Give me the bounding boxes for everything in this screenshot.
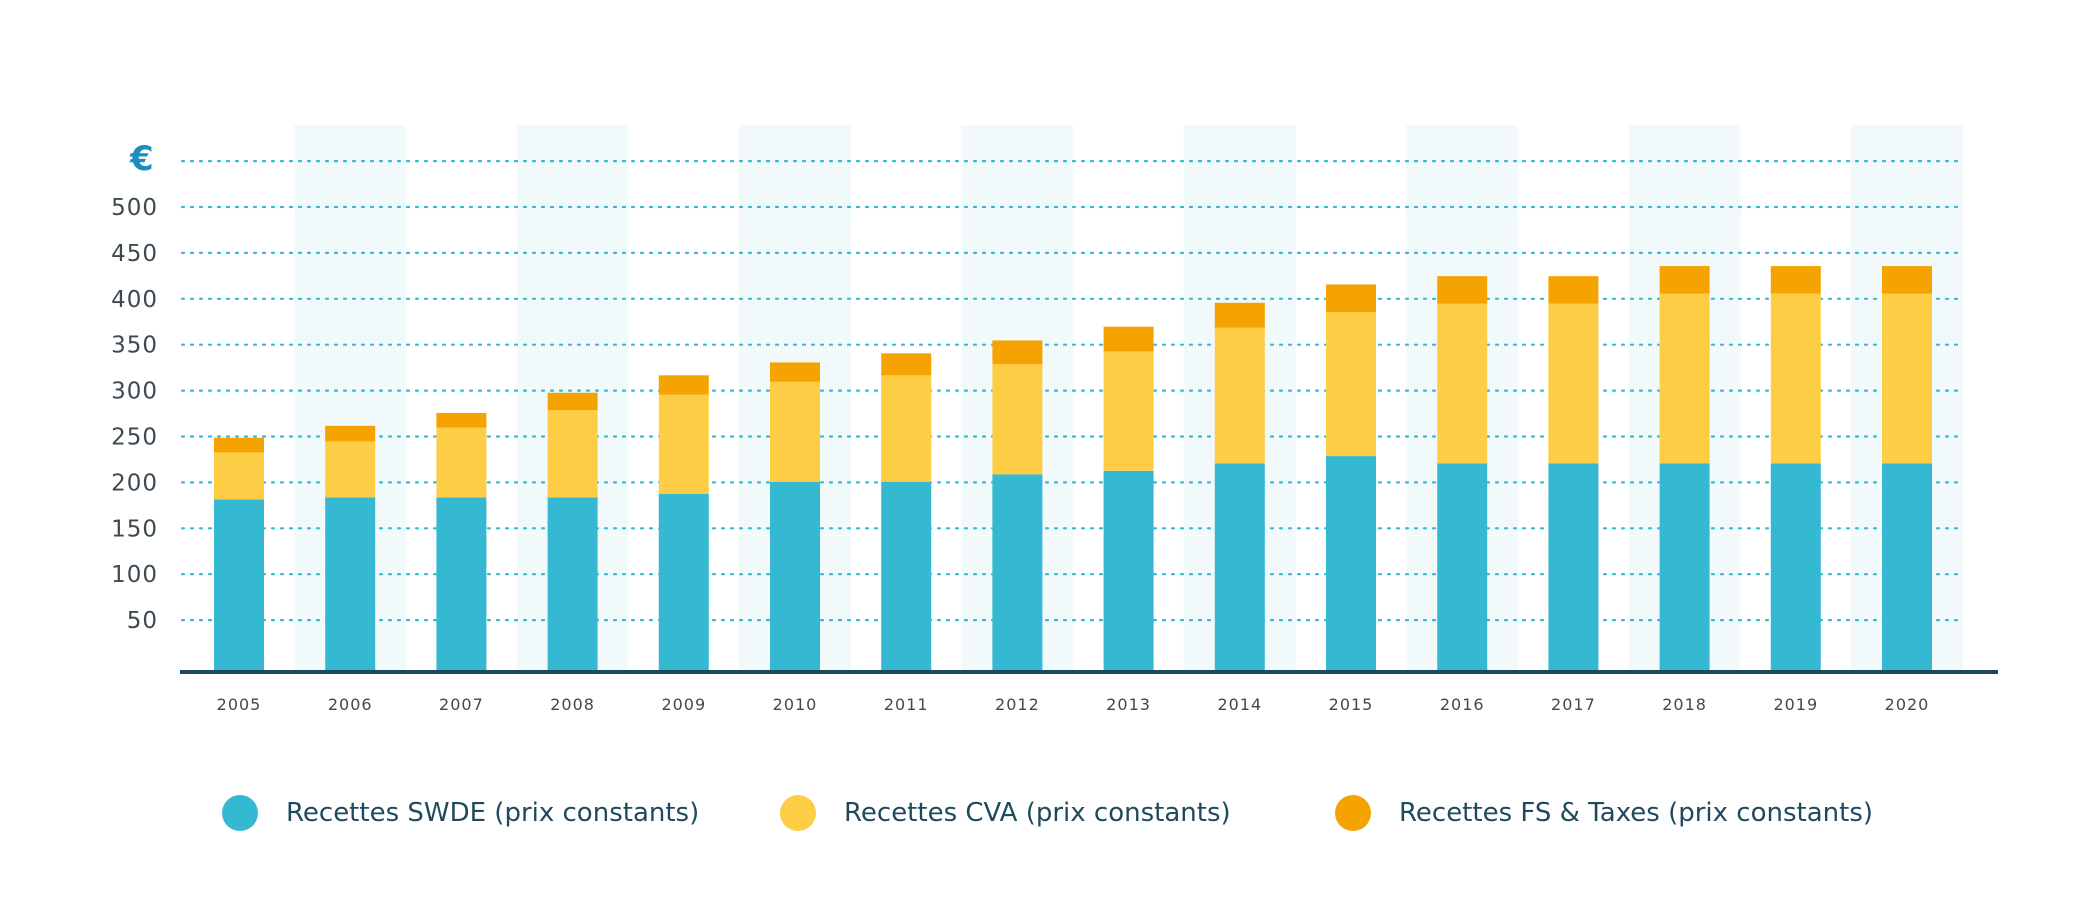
- x-tick-2019: 2019: [1773, 695, 1818, 714]
- y-tick-100: 100: [111, 562, 158, 588]
- x-tick-2020: 2020: [1885, 695, 1930, 714]
- y-tick-250: 250: [111, 425, 158, 451]
- bar-fs-taxes-2006: [325, 425, 376, 442]
- bar-swde-2006: [325, 497, 376, 670]
- x-tick-2007: 2007: [439, 695, 484, 714]
- legend-swatch-cva: [780, 795, 816, 831]
- y-tick-400: 400: [111, 287, 158, 313]
- y-tick-50: 50: [127, 608, 158, 634]
- bar-fs-taxes-2008: [547, 392, 598, 411]
- bar-swde-2015: [1326, 456, 1376, 670]
- x-tick-2014: 2014: [1217, 695, 1262, 714]
- bar-cva-2015: [1326, 311, 1376, 457]
- bar-swde-2020: [1882, 463, 1932, 670]
- bar-cva-2018: [1659, 293, 1710, 464]
- bar-swde-2010: [770, 481, 820, 670]
- bar-cva-2011: [881, 375, 932, 482]
- x-tick-2011: 2011: [884, 695, 929, 714]
- y-axis-ticks: 50 100 150 200 250 300 350 400 450 500: [111, 195, 158, 634]
- bar-swde-2014: [1214, 463, 1265, 670]
- bar-fs-taxes-2019: [1770, 266, 1821, 294]
- bar-cva-2006: [325, 441, 376, 498]
- bar-fs-taxes-2015: [1326, 284, 1376, 312]
- x-axis-ticks: 2005 2006 2007 2008 2009 2010 2011 2012 2013 2014…: [217, 695, 1930, 714]
- y-tick-500: 500: [111, 195, 158, 221]
- bar-fs-taxes-2007: [436, 412, 487, 428]
- x-tick-2017: 2017: [1551, 695, 1596, 714]
- x-tick-2012: 2012: [995, 695, 1040, 714]
- y-tick-200: 200: [111, 470, 158, 496]
- x-tick-2018: 2018: [1662, 695, 1707, 714]
- bar-fs-taxes-2005: [214, 437, 264, 453]
- legend-item-cva: Recettes CVA (prix constants): [780, 795, 1231, 831]
- x-tick-2016: 2016: [1440, 695, 1485, 714]
- bar-fs-taxes-2018: [1659, 266, 1710, 294]
- bar-fs-taxes-2020: [1882, 266, 1932, 294]
- y-axis-unit: €: [129, 139, 154, 179]
- bar-swde-2011: [881, 481, 932, 670]
- bar-cva-2008: [547, 410, 598, 498]
- bar-fs-taxes-2009: [658, 375, 709, 395]
- bar-swde-2012: [992, 474, 1043, 670]
- bar-swde-2018: [1659, 463, 1710, 670]
- bar-fs-taxes-2016: [1437, 276, 1488, 304]
- x-tick-2008: 2008: [550, 695, 595, 714]
- legend-label-swde: Recettes SWDE (prix constants): [286, 798, 700, 828]
- bar-cva-2020: [1882, 293, 1932, 464]
- bar-swde-2016: [1437, 463, 1488, 670]
- bar-swde-2019: [1770, 463, 1821, 670]
- bar-fs-taxes-2011: [881, 353, 932, 376]
- legend-label-cva: Recettes CVA (prix constants): [844, 798, 1231, 828]
- legend-swatch-fs-taxes: [1335, 795, 1371, 831]
- y-tick-150: 150: [111, 516, 158, 542]
- bar-cva-2013: [1103, 351, 1154, 471]
- bar-fs-taxes-2010: [770, 362, 820, 382]
- bar-cva-2019: [1770, 293, 1821, 464]
- bar-fs-taxes-2012: [992, 340, 1043, 365]
- y-tick-450: 450: [111, 241, 158, 267]
- bar-fs-taxes-2014: [1214, 302, 1265, 328]
- bar-swde-2013: [1103, 470, 1154, 670]
- bar-cva-2005: [214, 452, 264, 500]
- bar-cva-2012: [992, 364, 1043, 475]
- bar-swde-2009: [658, 493, 709, 670]
- bar-cva-2016: [1437, 303, 1488, 464]
- x-tick-2010: 2010: [773, 695, 818, 714]
- legend-label-fs-taxes: Recettes FS & Taxes (prix constants): [1399, 798, 1874, 828]
- bar-swde-2008: [547, 497, 598, 670]
- y-tick-300: 300: [111, 379, 158, 405]
- bar-fs-taxes-2017: [1548, 276, 1599, 304]
- bar-cva-2010: [770, 381, 820, 482]
- x-tick-2005: 2005: [217, 695, 262, 714]
- bars: [214, 266, 1932, 670]
- bar-fs-taxes-2013: [1103, 326, 1154, 352]
- bar-cva-2014: [1214, 327, 1265, 464]
- legend: Recettes SWDE (prix constants) Recettes …: [0, 795, 2080, 855]
- legend-item-swde: Recettes SWDE (prix constants): [222, 795, 699, 831]
- x-tick-2015: 2015: [1329, 695, 1374, 714]
- bar-cva-2007: [436, 427, 487, 498]
- y-tick-350: 350: [111, 333, 158, 359]
- bar-cva-2017: [1548, 303, 1599, 464]
- bar-swde-2005: [214, 499, 264, 670]
- legend-item-fs-taxes: Recettes FS & Taxes (prix constants): [1335, 795, 1873, 831]
- x-tick-2009: 2009: [661, 695, 706, 714]
- x-tick-2006: 2006: [328, 695, 373, 714]
- x-tick-2013: 2013: [1106, 695, 1151, 714]
- bar-swde-2017: [1548, 463, 1599, 670]
- bar-swde-2007: [436, 497, 487, 670]
- legend-swatch-swde: [222, 795, 258, 831]
- bar-cva-2009: [658, 394, 709, 494]
